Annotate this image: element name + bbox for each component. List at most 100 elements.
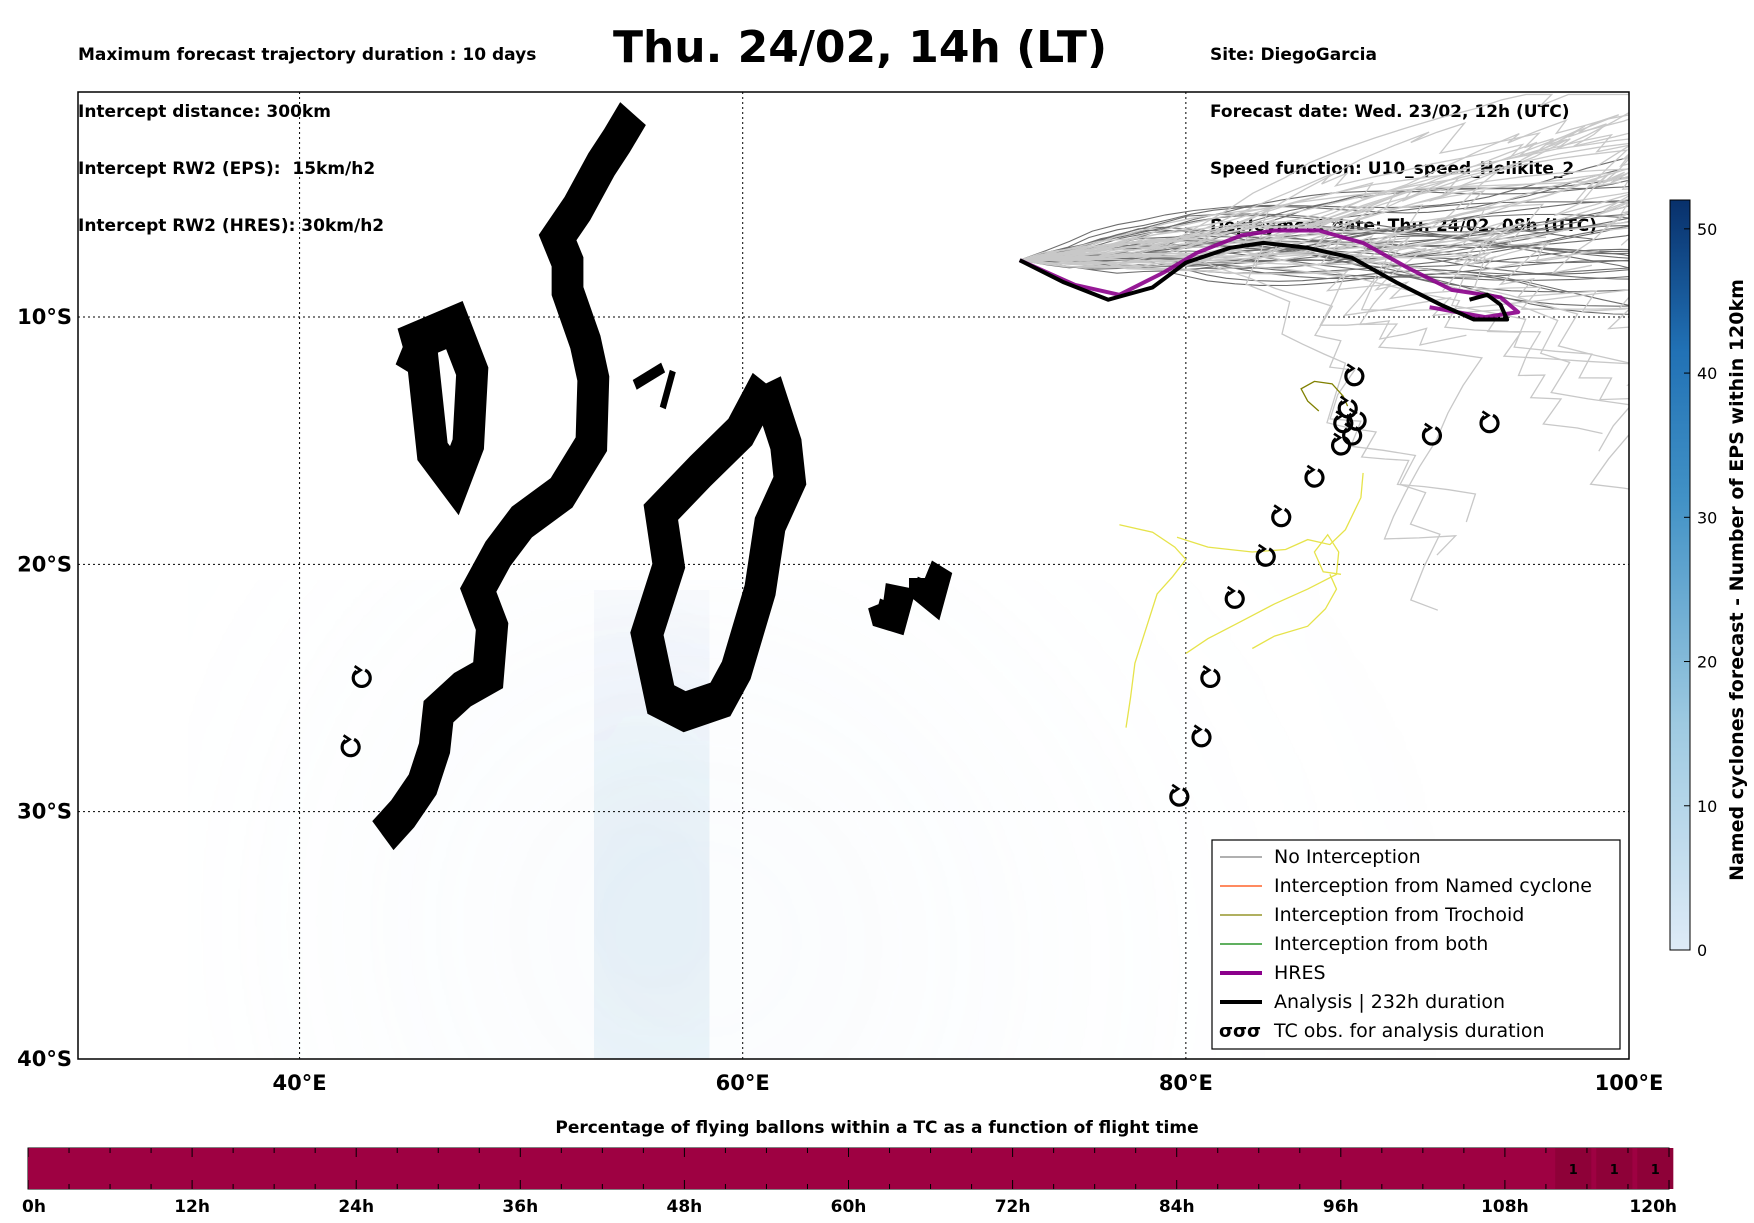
tc-obs-symbol (351, 665, 372, 689)
eps-trajectory-yellow (1185, 533, 1342, 654)
colorbar-tick-label: 50 (1697, 220, 1717, 239)
tc-obs-symbol (1255, 543, 1276, 567)
tc-obs-symbol (1191, 724, 1212, 748)
timeline-cell (1596, 1148, 1633, 1189)
eps-trajectories-yellow (1119, 472, 1364, 728)
eps-trajectory (1019, 205, 1629, 261)
info-line: Maximum forecast trajectory duration : 1… (78, 45, 537, 65)
legend-label: HRES (1274, 962, 1326, 984)
density-colorbar: 0 10 20 30 40 50 Named cyclones forecast - Nu… (1669, 199, 1748, 960)
info-line: Forecast date: Wed. 23/02, 12h (UTC) (1210, 102, 1570, 122)
tc-obs-symbol (1479, 410, 1500, 434)
colorbar-tick-label: 10 (1697, 797, 1717, 816)
info-line: Intercept RW2 (HRES): 30km/h2 (78, 216, 385, 236)
tc-obs-symbol (1271, 504, 1292, 528)
eps-trajectory (1019, 111, 1629, 262)
eps-trajectory (1019, 226, 1629, 401)
map-frame (77, 91, 1630, 1060)
tc-obs-symbol (1304, 464, 1325, 488)
chart-title: Thu. 24/02, 14h (LT) (612, 22, 1108, 73)
legend-entry: HRES (1220, 962, 1326, 984)
x-tick-label: 60°E (716, 1071, 770, 1095)
timeline-tick-label: 48h (667, 1197, 703, 1217)
timeline-tick-label: 108h (1481, 1197, 1529, 1217)
site-parameters: Site: DiegoGarcia Forecast date: Wed. 23… (1210, 8, 1597, 255)
tc-obs-symbol (1342, 422, 1363, 446)
timeline-tick-label: 120h (1629, 1197, 1677, 1217)
tc-obs-symbol (1421, 422, 1442, 446)
legend-entry: Interception from Named cyclone (1220, 875, 1592, 897)
eps-density-field (500, 681, 1124, 1059)
eps-trajectory-yellow (1119, 524, 1187, 728)
hres-track (1018, 228, 1521, 320)
timeline-tick-label: 96h (1323, 1197, 1359, 1217)
x-tick-label: 100°E (1595, 1071, 1664, 1095)
x-tick-label: 40°E (273, 1071, 327, 1095)
eps-trajectory-yellow (1251, 574, 1338, 650)
timeline-tick-label: 12h (174, 1197, 210, 1217)
tc-obs-legend-symbol: σσσ (1219, 1021, 1261, 1042)
legend-label: Interception from Trochoid (1274, 904, 1524, 926)
timeline-tick-label: 0h (22, 1197, 46, 1217)
info-line: Intercept RW2 (EPS): 15km/h2 (78, 159, 376, 179)
flight-time-timeline: Percentage of flying ballons within a TC… (22, 1118, 1677, 1217)
colorbar-tick-label: 20 (1697, 653, 1717, 672)
timeline-cell-label: 1 (1610, 1163, 1619, 1178)
colorbar-label: Named cyclones forecast - Number of EPS … (1726, 279, 1748, 881)
timeline-tick-label: 72h (995, 1197, 1031, 1217)
eps-trajectory (1019, 176, 1629, 265)
colorbar-tick-label: 0 (1697, 941, 1707, 960)
tc-obs-symbol (340, 734, 361, 758)
eps-trajectory (1019, 224, 1629, 272)
legend-entry: Analysis | 232h duration (1220, 991, 1505, 1013)
eps-trajectory (1019, 238, 1477, 523)
y-tick-label: 40°S (17, 1047, 72, 1071)
coastlines (372, 102, 953, 851)
timeline-tick-label: 24h (338, 1197, 374, 1217)
colorbar-tick-label: 40 (1697, 364, 1717, 383)
timeline-cell-label: 1 (1651, 1163, 1660, 1178)
eps-trajectory (1019, 256, 1484, 556)
legend-box (1211, 839, 1621, 1050)
tc-observations (340, 363, 1500, 807)
forecast-parameters: Maximum forecast trajectory duration : 1… (78, 8, 536, 255)
legend-entry: σσσ TC obs. for analysis duration (1219, 1020, 1545, 1042)
eps-trajectory (1019, 252, 1629, 386)
timeline-cell-label: 1 (1569, 1163, 1578, 1178)
timeline-tick-label: 36h (502, 1197, 538, 1217)
info-line: Intercept distance: 300km (78, 102, 331, 122)
legend-entry: Interception from Trochoid (1220, 904, 1524, 926)
eps-trajectory (1019, 207, 1486, 265)
y-tick-label: 30°S (17, 800, 72, 824)
eps-trajectory (1019, 246, 1441, 611)
x-tick-label: 80°E (1159, 1071, 1213, 1095)
eps-trajectory (1019, 233, 1547, 267)
tc-obs-symbol (1344, 363, 1365, 387)
colorbar-tick-label: 30 (1697, 508, 1717, 527)
info-line: Site: DiegoGarcia (1210, 45, 1377, 65)
map-area (78, 92, 1629, 1059)
legend-label: No Interception (1274, 846, 1421, 868)
eps-trajectory (1019, 156, 1629, 261)
trochoid-interception-track (1300, 380, 1349, 412)
eps-trajectory (1019, 213, 1629, 261)
eps-trajectory (1019, 121, 1586, 261)
y-tick-label: 10°S (17, 305, 72, 329)
colorbar-gradient (1669, 199, 1691, 951)
tc-obs-symbol (1224, 585, 1245, 609)
timeline-tick-label: 84h (1159, 1197, 1195, 1217)
y-tick-label: 20°S (17, 552, 72, 576)
timeline-title: Percentage of flying ballons within a TC… (555, 1118, 1198, 1138)
timeline-cell (1637, 1148, 1674, 1189)
legend: No Interception Interception from Named c… (1211, 839, 1621, 1050)
eps-trajectory (1019, 123, 1629, 261)
tc-obs-symbol (1169, 783, 1190, 807)
legend-label: Interception from Named cyclone (1274, 875, 1592, 897)
eps-trajectory (1019, 171, 1629, 261)
legend-label: Analysis | 232h duration (1274, 991, 1505, 1013)
eps-trajectory-yellow (1176, 472, 1364, 553)
eps-trajectory (1019, 214, 1583, 261)
eps-trajectories-no-interception (1019, 93, 1629, 611)
timeline-cell (1555, 1148, 1592, 1189)
